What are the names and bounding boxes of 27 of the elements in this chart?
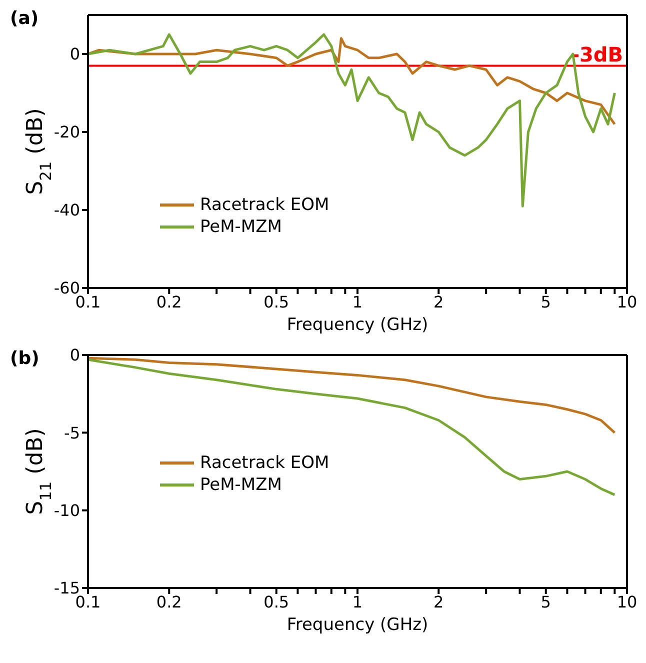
y-tick-label: 0 (70, 346, 80, 365)
x-axis-title: Frequency (GHz) (286, 315, 428, 335)
y-tick-label: -5 (64, 423, 80, 442)
x-axis-title: Frequency (GHz) (286, 615, 428, 635)
x-tick-label: 1 (352, 292, 363, 312)
x-tick-label: 0.5 (264, 292, 290, 312)
x-tick-label: 5 (540, 292, 551, 312)
x-tick-label: 1 (352, 592, 363, 612)
x-tick-label: 5 (540, 592, 551, 612)
ref-line-label: -3dB (571, 42, 623, 67)
x-tick-label: 10 (616, 592, 638, 612)
x-tick-label: 2 (434, 592, 444, 612)
legend-label: Racetrack EOM (200, 452, 330, 474)
x-tick-label: 2 (434, 292, 444, 312)
y-tick-label: 0 (70, 44, 80, 64)
x-tick-label: 0.2 (156, 592, 182, 612)
x-tick-label: 10 (616, 292, 638, 312)
chart-title: (a) (10, 8, 39, 29)
x-tick-label: 0.2 (156, 292, 182, 312)
chart-title: (b) (10, 348, 40, 369)
legend-label: PeM-MZM (200, 216, 282, 238)
y-tick-label: -10 (54, 501, 80, 520)
x-tick-label: 0.5 (264, 592, 290, 612)
y-tick-label: -20 (54, 122, 80, 142)
legend-label: Racetrack EOM (200, 194, 330, 216)
legend-label: PeM-MZM (200, 474, 282, 496)
y-tick-label: -40 (54, 200, 80, 220)
